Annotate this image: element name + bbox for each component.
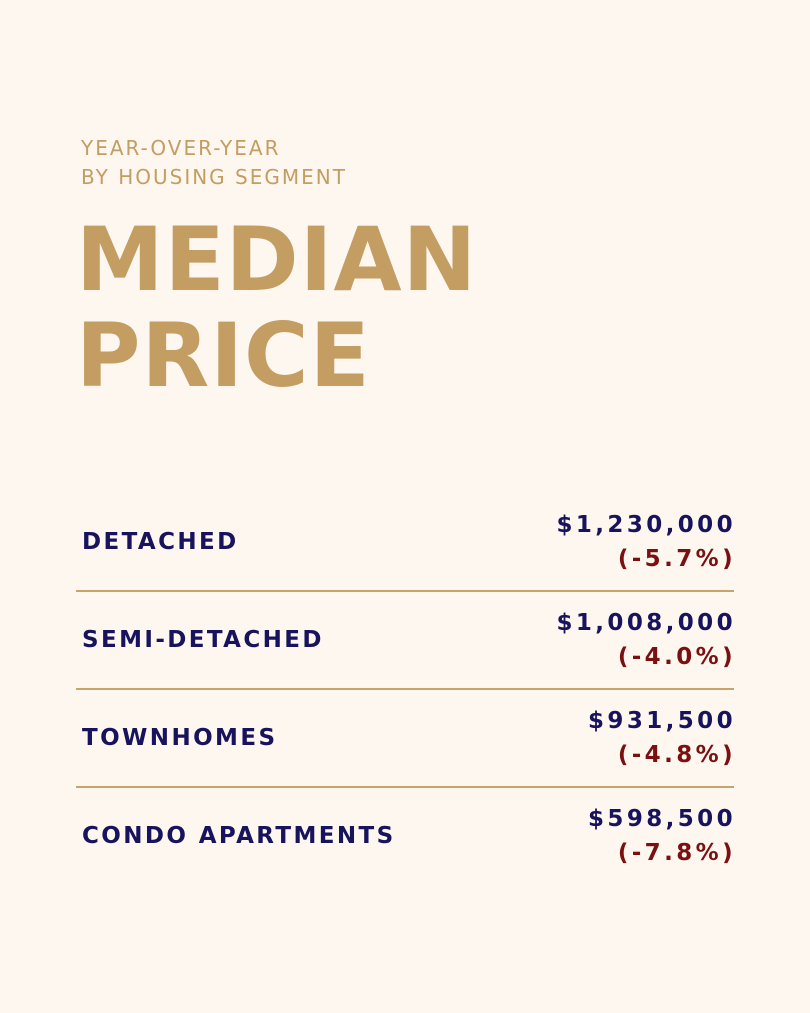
segment-change: (-7.8%)	[617, 840, 736, 866]
segment-price: $1,008,000	[556, 610, 736, 636]
subtitle-line-1: YEAR-OVER-YEAR	[81, 136, 281, 160]
segment-row-townhomes: TOWNHOMES $931,500 (-4.8%)	[76, 690, 736, 786]
divider	[76, 786, 734, 788]
segment-list: DETACHED $1,230,000 (-5.7%) SEMI-DETACHE…	[76, 494, 736, 884]
segment-label: TOWNHOMES	[82, 725, 278, 751]
segment-change: (-4.0%)	[617, 644, 736, 670]
subtitle: YEAR-OVER-YEAR BY HOUSING SEGMENT	[81, 134, 347, 192]
segment-row-semi-detached: SEMI-DETACHED $1,008,000 (-4.0%)	[76, 592, 736, 688]
segment-label: SEMI-DETACHED	[82, 627, 324, 653]
segment-row-detached: DETACHED $1,230,000 (-5.7%)	[76, 494, 736, 590]
page-title: MEDIAN PRICE	[76, 212, 477, 404]
segment-label: CONDO APARTMENTS	[82, 823, 396, 849]
segment-change: (-5.7%)	[617, 546, 736, 572]
segment-values: $931,500 (-4.8%)	[588, 704, 736, 772]
segment-label: DETACHED	[82, 529, 239, 555]
segment-change: (-4.8%)	[617, 742, 736, 768]
segment-price: $931,500	[588, 708, 736, 734]
title-line-2: PRICE	[76, 304, 371, 407]
segment-price: $598,500	[588, 806, 736, 832]
segment-price: $1,230,000	[556, 512, 736, 538]
divider	[76, 688, 734, 690]
title-line-1: MEDIAN	[76, 208, 478, 311]
segment-values: $1,008,000 (-4.0%)	[556, 606, 736, 674]
segment-row-condo-apartments: CONDO APARTMENTS $598,500 (-7.8%)	[76, 788, 736, 884]
segment-values: $1,230,000 (-5.7%)	[556, 508, 736, 576]
subtitle-line-2: BY HOUSING SEGMENT	[81, 165, 347, 189]
segment-values: $598,500 (-7.8%)	[588, 802, 736, 870]
divider	[76, 590, 734, 592]
